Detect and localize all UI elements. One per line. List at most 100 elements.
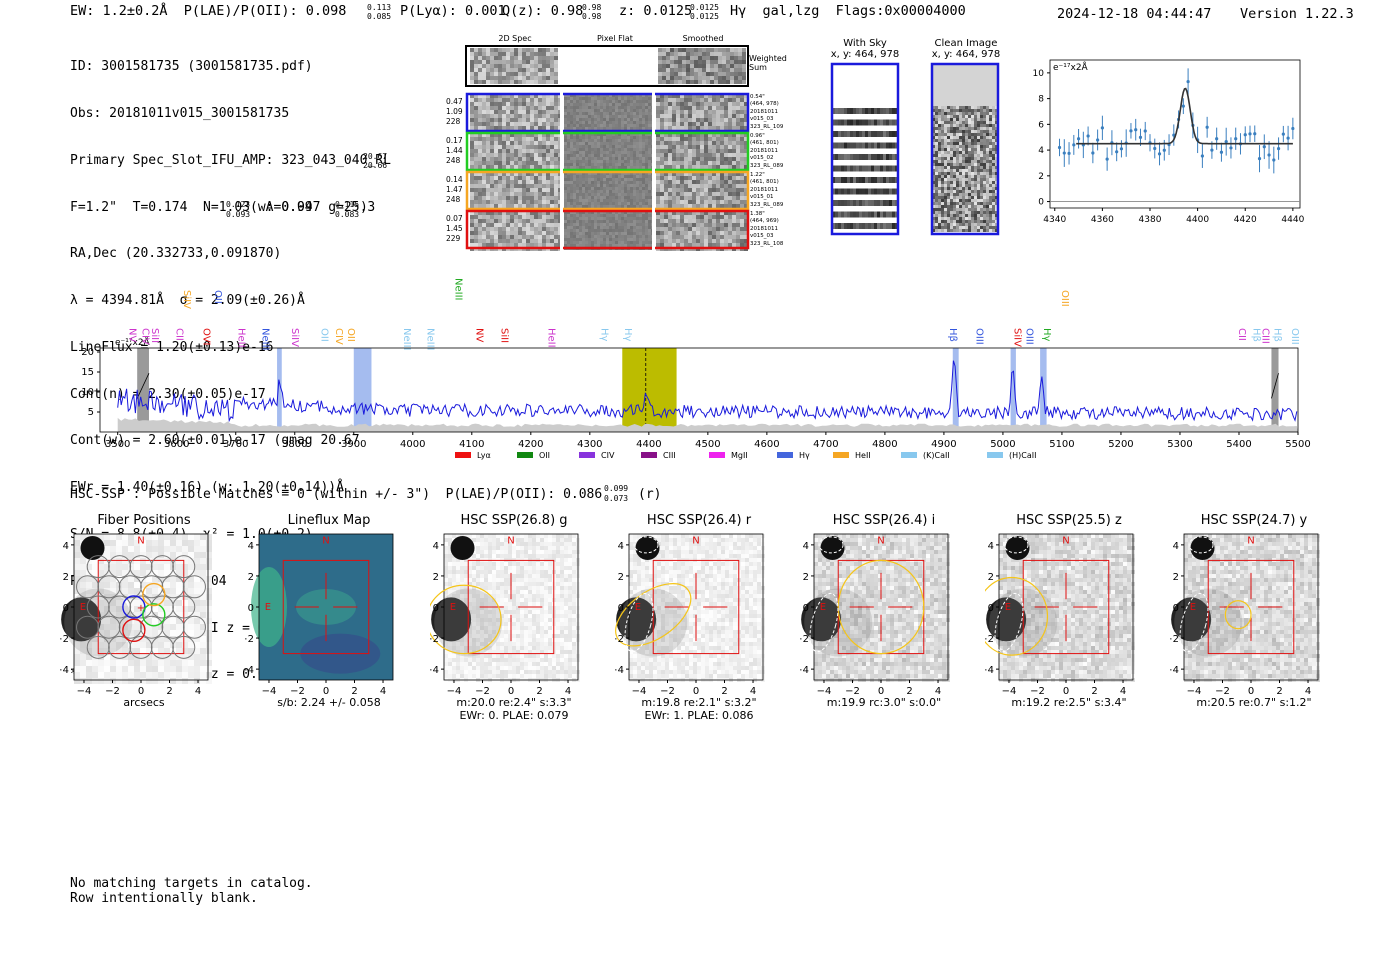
sky-pixel — [895, 154, 898, 160]
clean-pixel — [962, 160, 965, 163]
sky-pixel — [892, 165, 895, 172]
pixel — [600, 148, 603, 151]
clean-pixel — [983, 121, 986, 124]
pixel — [639, 244, 642, 247]
pixel — [688, 223, 692, 227]
clean-pixel — [932, 151, 935, 154]
pixel — [546, 110, 550, 114]
sky-pixel — [886, 188, 889, 195]
pixel — [696, 153, 700, 157]
pixel — [534, 165, 538, 169]
pixel — [633, 133, 636, 136]
row-left-label: 0.14 — [446, 175, 463, 184]
pixel — [656, 126, 660, 130]
pixel — [645, 133, 648, 136]
clean-pixel — [983, 151, 986, 154]
pixel — [716, 192, 720, 196]
row-right-label: (461, 801) — [750, 179, 779, 186]
pixel — [570, 235, 573, 238]
clean-pixel — [968, 160, 971, 163]
pixel — [660, 219, 664, 223]
pixel — [514, 76, 518, 80]
sky-pixel — [880, 211, 883, 218]
pixel — [627, 205, 630, 208]
pixel — [639, 229, 642, 232]
pixel — [740, 141, 744, 145]
pixel — [506, 52, 510, 56]
pixel — [522, 227, 526, 231]
clean-pixel — [941, 169, 944, 172]
pixel — [526, 211, 530, 215]
pixel — [522, 149, 526, 153]
clean-pixel — [965, 175, 968, 178]
pixel — [567, 106, 570, 109]
pixel — [710, 60, 714, 64]
pixel — [668, 188, 672, 192]
sky-pixel — [871, 200, 874, 206]
pixel — [676, 204, 680, 208]
clean-pixel — [989, 175, 992, 178]
pixel — [474, 94, 478, 98]
clean-pixel — [947, 154, 950, 157]
pixel — [696, 184, 700, 188]
pixel — [704, 172, 708, 176]
sky-pixel — [859, 142, 862, 149]
pixel — [498, 200, 502, 204]
pixel — [680, 137, 684, 141]
clean-pixel — [986, 187, 989, 190]
pixel — [720, 223, 724, 227]
clean-pixel — [932, 217, 935, 220]
pixel — [684, 153, 688, 157]
header-line: Hγ gal,lzg Flags:0x00004000 — [730, 3, 966, 19]
pixel — [530, 219, 534, 223]
pixel — [716, 176, 720, 180]
pixel — [639, 106, 642, 109]
pixel — [742, 72, 746, 76]
pixel — [538, 192, 542, 196]
pixel — [579, 157, 582, 160]
pixel — [627, 196, 630, 199]
clean-pixel — [986, 106, 989, 109]
pixel — [588, 106, 591, 109]
pixel — [700, 176, 704, 180]
pixel — [696, 219, 700, 223]
clean-pixel — [983, 211, 986, 214]
pixel — [498, 76, 502, 80]
pixel — [612, 190, 615, 193]
pixel — [688, 204, 692, 208]
clean-bg — [932, 64, 998, 106]
pixel — [498, 165, 502, 169]
pixel — [615, 199, 618, 202]
sky-pixel — [871, 188, 874, 195]
clean-pixel — [962, 142, 965, 145]
pixel — [494, 72, 498, 76]
row-left-label: 1.09 — [446, 107, 463, 116]
pixel — [591, 178, 594, 181]
sky-pixel — [880, 142, 883, 149]
pixel — [526, 141, 530, 145]
pixel — [740, 223, 744, 227]
pixel — [648, 196, 651, 199]
pixel — [588, 226, 591, 229]
pixel — [615, 172, 618, 175]
pixel — [612, 94, 615, 97]
row-right-label: 323_RL_108 — [750, 240, 784, 247]
clean-pixel — [968, 142, 971, 145]
pixel — [700, 227, 704, 231]
clean-pixel — [941, 139, 944, 142]
pixel — [627, 175, 630, 178]
pixel — [612, 232, 615, 235]
pixel — [648, 112, 651, 115]
pixel — [744, 192, 748, 196]
pixel — [550, 48, 554, 52]
pixel — [740, 149, 744, 153]
pixel — [538, 114, 542, 118]
pixel — [546, 80, 550, 84]
clean-pixel — [965, 220, 968, 223]
pixel — [594, 142, 597, 145]
pixel — [482, 122, 486, 126]
sky-pixel — [847, 211, 850, 218]
pixel — [696, 114, 700, 118]
pixel — [582, 118, 585, 121]
clean-pixel — [935, 121, 938, 124]
